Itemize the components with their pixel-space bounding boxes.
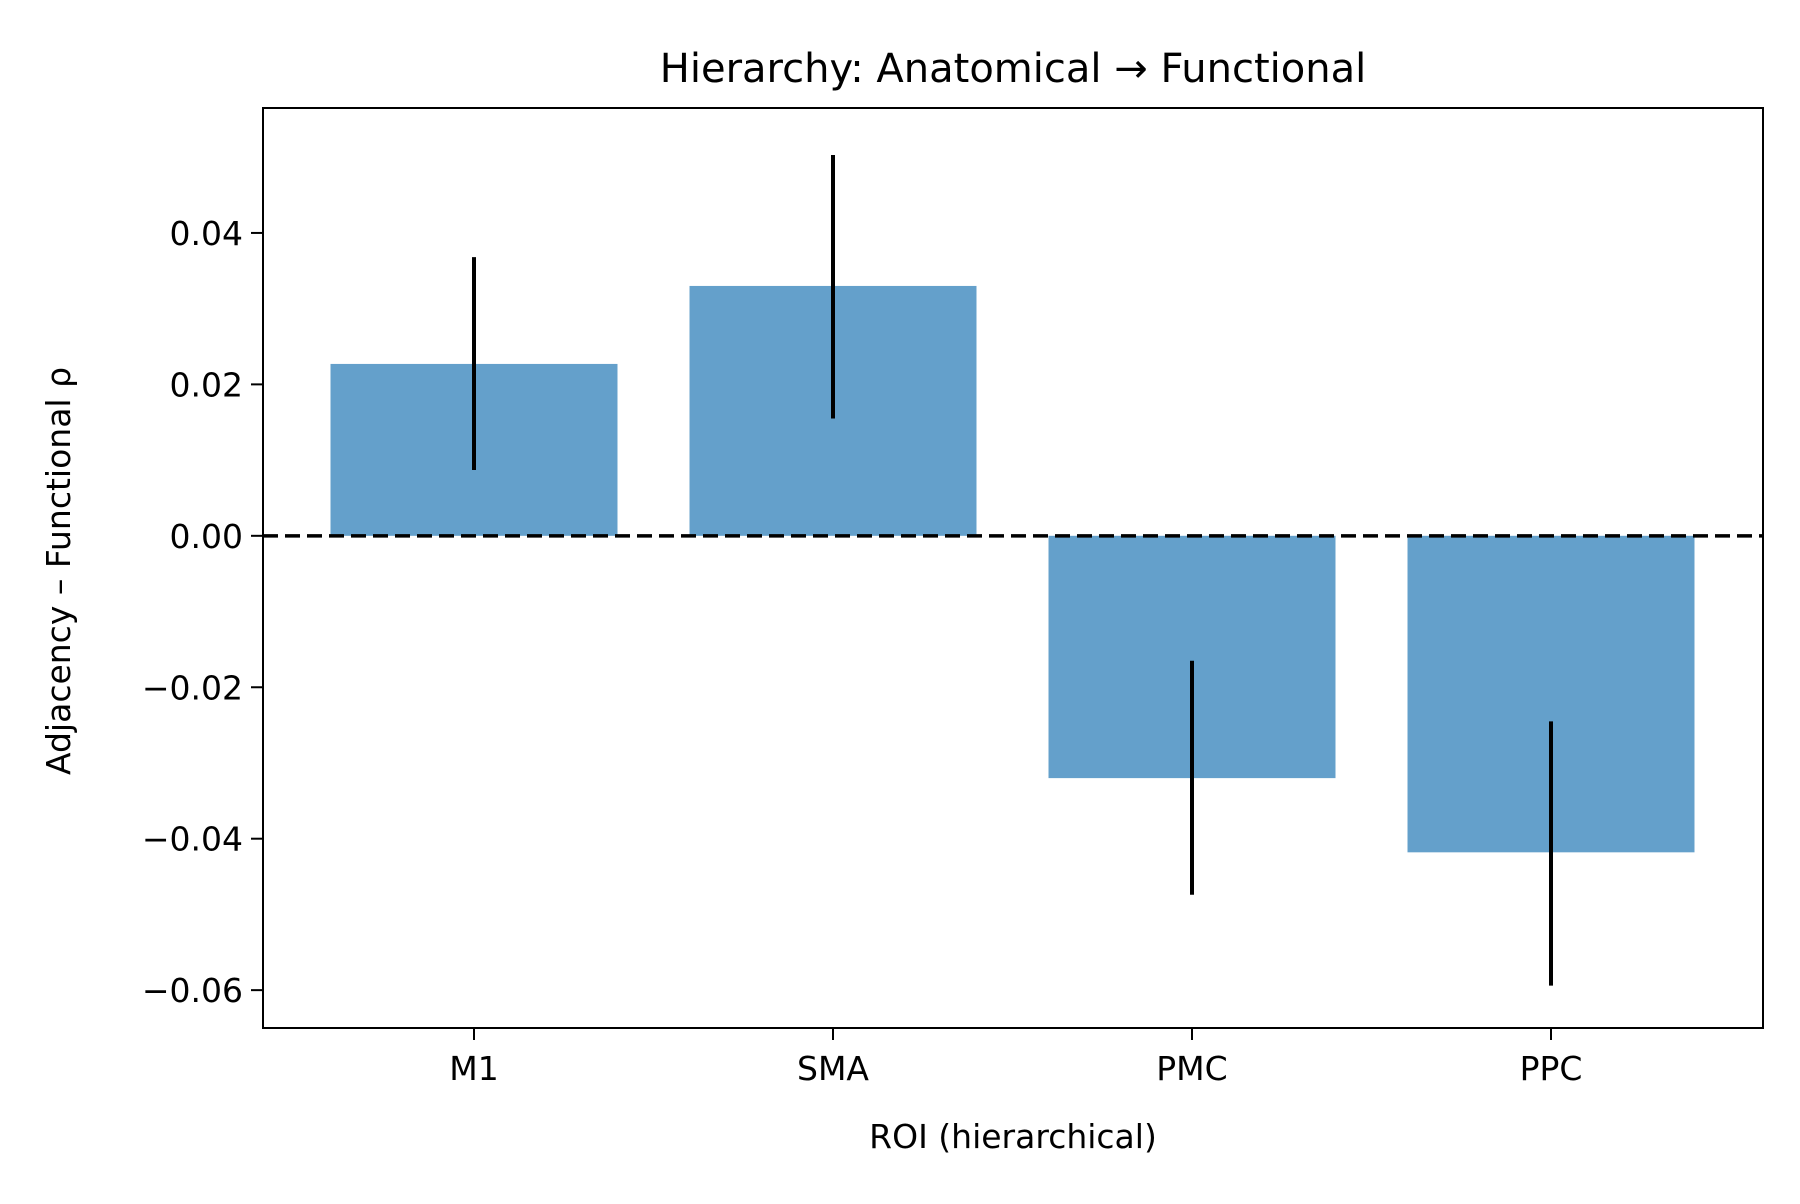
y-axis-label: Adjacency – Functional ρ (39, 367, 78, 775)
y-tick-label: 0.04 (170, 214, 243, 253)
x-tick-label-ppc: PPC (1520, 1049, 1583, 1088)
x-axis: M1 SMA PMC PPC (449, 1028, 1582, 1088)
x-tick-label-pmc: PMC (1156, 1049, 1227, 1088)
chart-title: Hierarchy: Anatomical → Functional (660, 46, 1366, 92)
y-tick-label: 0.00 (170, 517, 243, 556)
y-tick-label: 0.02 (170, 365, 243, 404)
x-tick-label-m1: M1 (449, 1049, 498, 1088)
y-tick-label: −0.06 (142, 971, 243, 1010)
y-tick-label: −0.02 (142, 668, 243, 707)
x-tick-label-sma: SMA (797, 1049, 869, 1088)
error-bars-layer (472, 154, 1553, 986)
x-axis-label: ROI (hierarchical) (869, 1117, 1157, 1156)
bars-layer (330, 285, 1695, 853)
plot-frame (262, 107, 1764, 1029)
y-tick-label: −0.04 (142, 820, 243, 859)
y-axis: 0.04 0.02 0.00 −0.02 −0.04 −0.06 (142, 214, 263, 1010)
